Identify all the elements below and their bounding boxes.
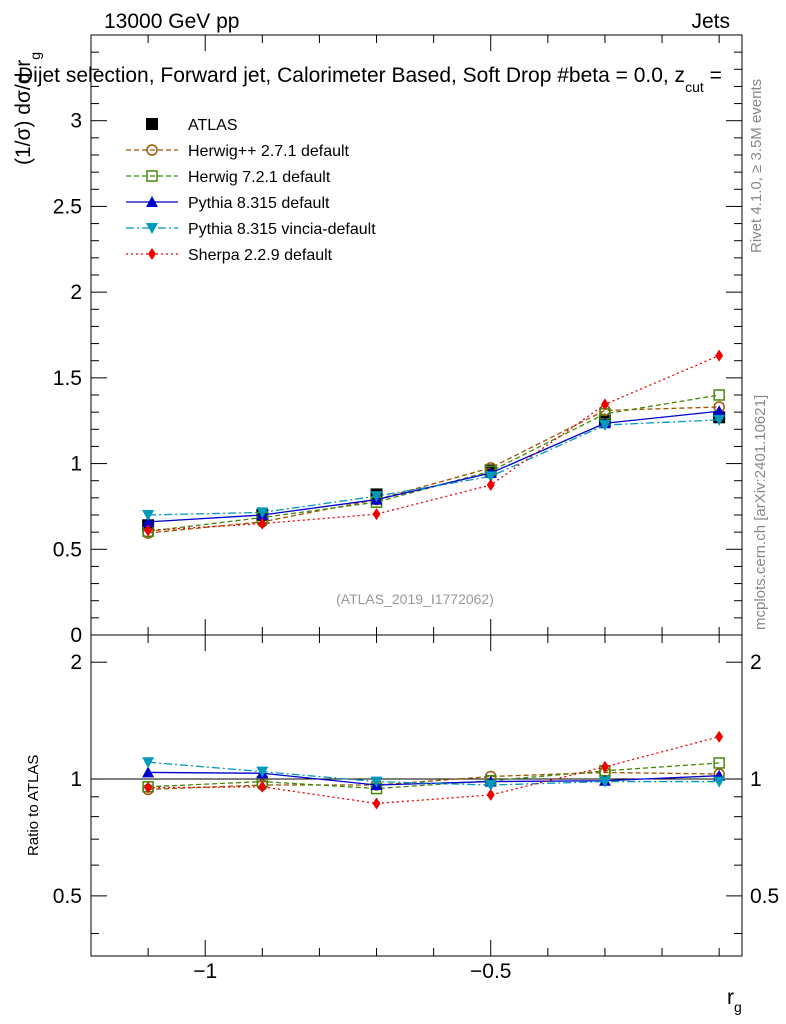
legend-label: Pythia 8.315 default xyxy=(188,195,330,212)
legend-marker-atlas xyxy=(146,118,158,130)
main-ylabel: (1/σ) dσ/d rg xyxy=(12,52,43,165)
series-line-ratio xyxy=(148,736,720,805)
series-point-main xyxy=(600,398,609,411)
series-line-ratio xyxy=(148,771,720,791)
series-line-main xyxy=(148,410,720,523)
series-point-ratio xyxy=(256,766,269,778)
legend-label: Herwig++ 2.7.1 default xyxy=(188,143,350,160)
series-point-main xyxy=(142,510,155,521)
plot-title: Dijet selection, Forward jet, Calorimete… xyxy=(18,64,722,95)
series-point-main xyxy=(598,420,611,431)
legend-marker xyxy=(146,144,158,156)
series-point-ratio xyxy=(370,776,383,788)
xlabel: rg xyxy=(727,986,742,1015)
ratio-ytick-label-right: 1 xyxy=(750,768,762,791)
series-point-ratio xyxy=(484,780,497,792)
legend-label: Sherpa 2.2.9 default xyxy=(188,247,333,264)
series-line-main xyxy=(148,354,720,532)
legend-marker xyxy=(146,196,158,207)
series-layer xyxy=(142,349,726,810)
series-point-ratio xyxy=(600,760,609,773)
ratio-ytick-label-left: 0.5 xyxy=(53,885,82,908)
series-point-main xyxy=(256,507,269,519)
series-point-ratio xyxy=(598,776,611,788)
series-point-ratio xyxy=(144,781,153,794)
series-point-main xyxy=(484,471,497,483)
series-3 xyxy=(142,414,726,792)
main-ytick-label: 2 xyxy=(70,281,82,304)
series-point-main xyxy=(258,517,267,530)
series-point-ratio xyxy=(142,757,155,769)
ratio-frame xyxy=(90,634,743,957)
xlabel-text: r xyxy=(727,986,734,1009)
series-point-ratio xyxy=(142,766,155,778)
energy-label: 13000 GeV pp xyxy=(104,10,239,33)
main-ytick-label: 1.5 xyxy=(53,367,82,390)
mcplots-label: mcplots.cern.ch [arXiv:2401.10621] xyxy=(752,395,769,630)
series-point-main xyxy=(713,389,725,401)
process-label: Jets xyxy=(691,10,730,33)
legend-label: Herwig 7.2.1 default xyxy=(188,169,331,186)
main-ylabel-subscript: g xyxy=(27,52,43,60)
series-point-main xyxy=(713,405,726,417)
series-point-main xyxy=(370,491,383,503)
legend-label: Pythia 8.315 vincia-default xyxy=(188,221,376,238)
legend: ATLAS Herwig++ 2.7.1 default Herwig 7.2.1 … xyxy=(126,117,376,264)
series-point-ratio xyxy=(258,780,267,793)
main-ytick-label: 3 xyxy=(70,110,82,133)
series-point-main xyxy=(715,349,724,362)
title-end: = xyxy=(704,64,722,87)
rivet-label: Rivet 4.1.0, ≥ 3.5M events xyxy=(748,79,765,253)
xlabel-subscript: g xyxy=(734,999,742,1015)
xtick-label: −0.5 xyxy=(470,960,511,983)
legend-marker xyxy=(146,223,158,234)
series-point-main xyxy=(713,414,726,426)
series-point-ratio xyxy=(486,788,495,801)
series-line-ratio xyxy=(148,761,720,786)
series-line-main xyxy=(148,406,720,534)
main-ytick-label: 0.5 xyxy=(53,538,82,561)
series-point-ratio xyxy=(713,757,725,769)
axis-ticks: 0 0.5 1 1.5 2 2.5 3 0.5 0.5 1 1 2 2 −1 −0.5 xyxy=(53,34,779,983)
main-ylabel-text: (1/σ) dσ/d r xyxy=(12,60,35,165)
ratio-ytick-label-right: 0.5 xyxy=(750,885,779,908)
series-4 xyxy=(144,349,724,810)
xtick-label: −1 xyxy=(193,960,217,983)
legend-label-atlas: ATLAS xyxy=(188,117,238,134)
ratio-ylabel: Ratio to ATLAS xyxy=(25,755,42,856)
ratio-ytick-label-left: 1 xyxy=(70,768,82,791)
title-main: Dijet selection, Forward jet, Calorimete… xyxy=(18,64,685,87)
series-point-main xyxy=(144,524,153,537)
series-line-main xyxy=(148,419,720,516)
legend-marker xyxy=(148,248,156,260)
main-ytick-label: 1 xyxy=(70,453,82,476)
series-line-main xyxy=(148,394,720,532)
series-point-main xyxy=(142,515,155,527)
series-line-ratio xyxy=(148,771,720,786)
series-point-main xyxy=(486,479,495,491)
series-point-ratio xyxy=(713,776,726,788)
main-ytick-label: 0 xyxy=(70,624,82,647)
analysis-watermark: (ATLAS_2019_I1772062) xyxy=(336,591,494,607)
series-point-ratio xyxy=(715,730,724,743)
ratio-ytick-label-left: 2 xyxy=(70,651,82,674)
main-ytick-label: 2.5 xyxy=(53,195,82,218)
title-subscript: cut xyxy=(685,79,704,95)
series-point-main xyxy=(372,508,381,521)
ratio-ytick-label-right: 2 xyxy=(750,651,762,674)
series-point-ratio xyxy=(372,797,381,810)
series-line-ratio xyxy=(148,762,720,790)
legend-marker xyxy=(146,170,158,182)
